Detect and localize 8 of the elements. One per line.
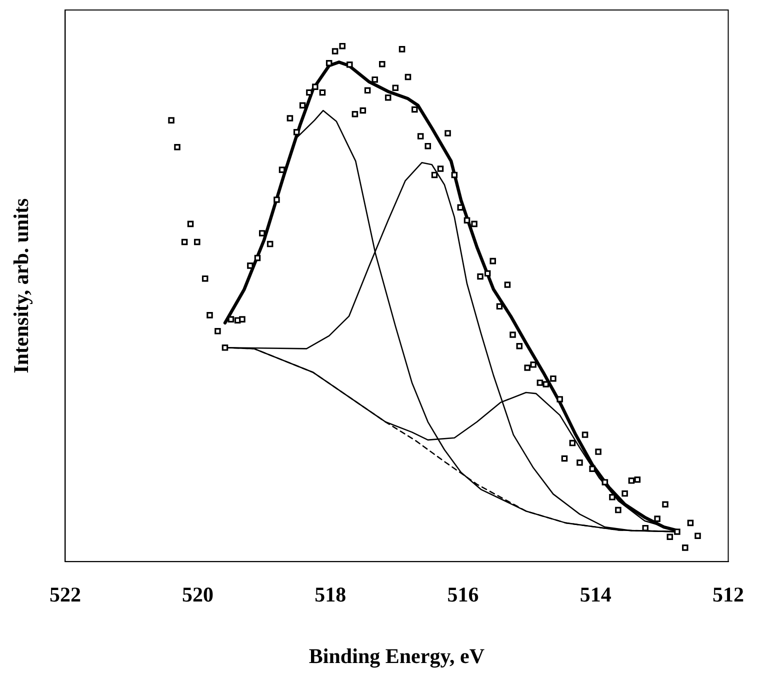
x-tick-label: 522 [49, 582, 81, 607]
x-tick-label: 514 [580, 582, 612, 607]
x-tick-label: 516 [447, 582, 479, 607]
x-tick-label: 520 [182, 582, 214, 607]
x-tick-label: 518 [314, 582, 346, 607]
x-axis-title: Binding Energy, eV [308, 644, 485, 668]
y-axis-title: Intensity, arb. units [9, 198, 34, 374]
x-tick-label: 512 [712, 582, 744, 607]
